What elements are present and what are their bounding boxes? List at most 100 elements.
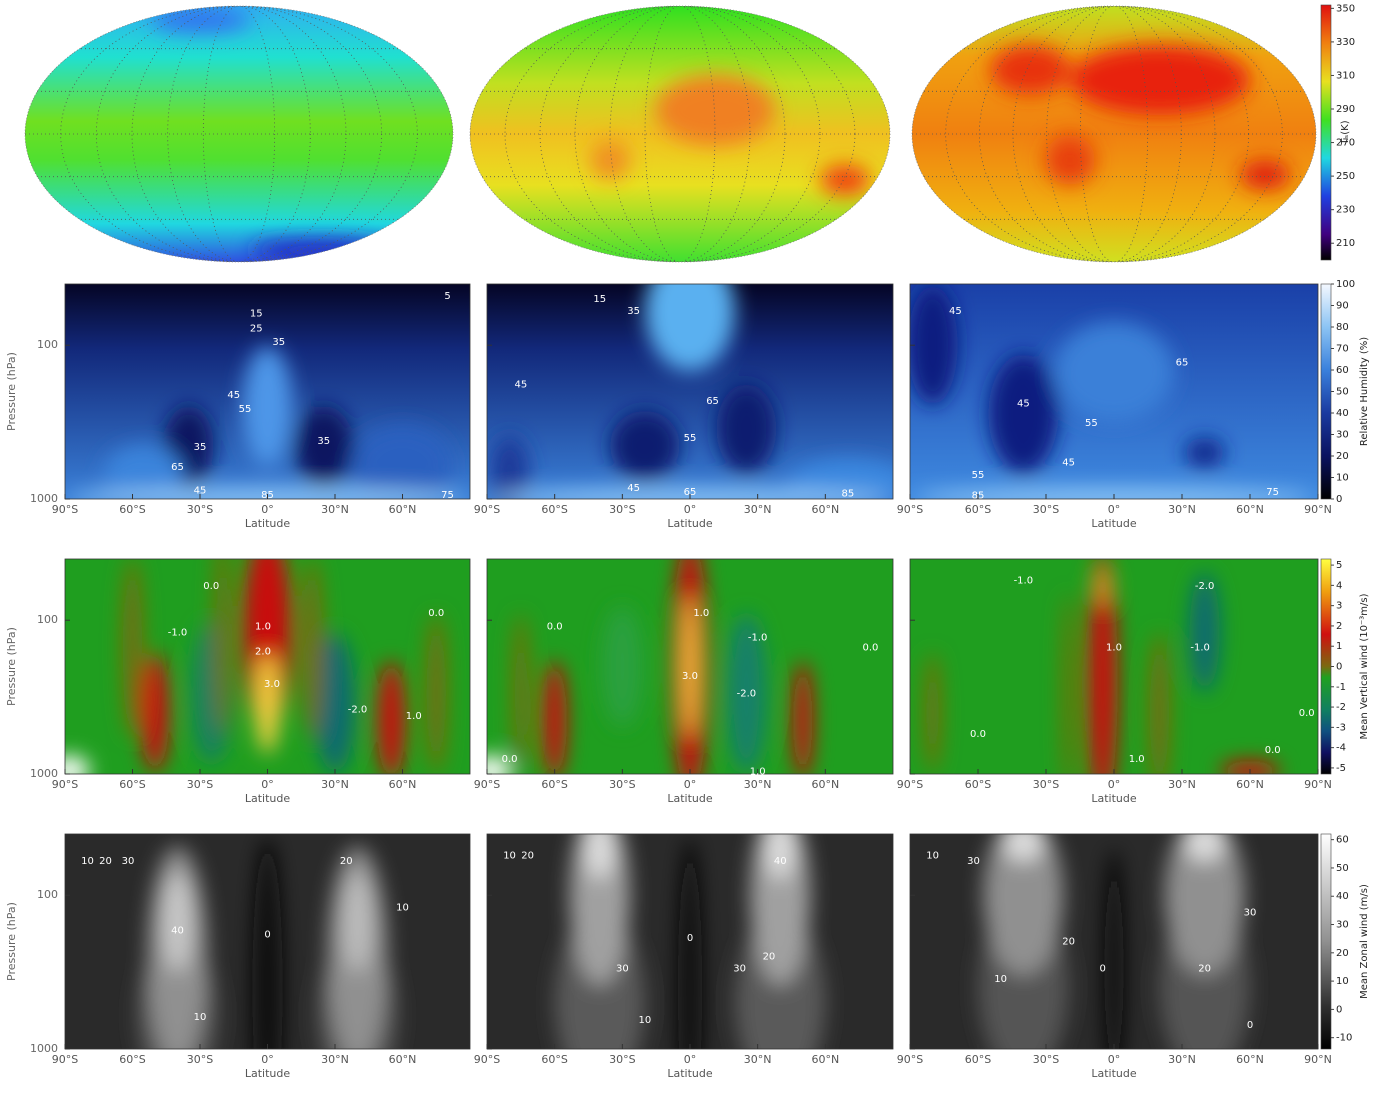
field-region (584, 834, 615, 879)
contour-label: 1.0 (406, 711, 422, 722)
x-tick-label: 60°S (541, 778, 567, 791)
contour-label: 55 (684, 433, 697, 444)
contour-label: 1.0 (1129, 754, 1145, 765)
contour-label: -2.0 (737, 689, 757, 700)
x-tick-label: 90°S (52, 1053, 78, 1066)
colorbar-label: Mean Vertical wind (10⁻³m/s) (1359, 593, 1370, 739)
x-tick-label: 60°S (541, 1053, 567, 1066)
field-region (487, 755, 512, 774)
map-outline (24, 5, 454, 263)
x-tick-label: 30°S (1033, 1053, 1059, 1066)
colorbar-tick-label: 350 (1336, 3, 1355, 14)
contour-label: 65 (1176, 358, 1189, 369)
colorbar-tick-label: 3 (1336, 601, 1342, 612)
x-tick-label: 60°N (389, 778, 417, 791)
x-tick-label: 60°N (811, 503, 839, 516)
colorbar-tick-label: 50 (1336, 387, 1349, 398)
field-region (542, 660, 567, 774)
x-tick-label: 0° (1108, 1053, 1121, 1066)
contour-label: 10 (503, 850, 516, 861)
field-region (162, 872, 193, 973)
contour-label: 15 (593, 294, 606, 305)
contour-label: 35 (627, 306, 640, 317)
field-region (1003, 834, 1044, 862)
field-blobs (137, 837, 398, 1049)
x-tick-label: 30°S (609, 1053, 635, 1066)
field-region (678, 837, 702, 1049)
field-region (489, 435, 530, 499)
contour-label: 10 (994, 974, 1007, 985)
colorbar-tick-label: 20 (1336, 451, 1349, 462)
colorbar-tick-label: 80 (1336, 322, 1349, 333)
x-tick-label: 30°S (609, 503, 635, 516)
y-tick-label: 1000 (30, 1042, 58, 1055)
x-axis-label: Latitude (245, 792, 291, 805)
field-region (1087, 559, 1118, 774)
field-region (1184, 834, 1225, 862)
x-axis-label: Latitude (245, 517, 291, 530)
field-region (65, 755, 90, 774)
contour-label: 0.0 (502, 754, 518, 765)
field-blobs (489, 284, 893, 499)
y-axis-label: Pressure (hPa) (5, 902, 18, 981)
x-tick-label: 30°N (744, 1053, 772, 1066)
field-region (352, 424, 453, 499)
field-blobs (924, 559, 1280, 774)
x-tick-label: 0° (261, 778, 274, 791)
contour-label: 0.0 (862, 642, 878, 653)
x-tick-label: 90°N (1304, 503, 1332, 516)
field-region (255, 653, 280, 754)
x-tick-label: 30°N (744, 503, 772, 516)
contour-label: 75 (441, 490, 454, 501)
field-region (242, 559, 293, 733)
field-region (512, 613, 529, 774)
contour-panel (487, 559, 893, 774)
map-panel (470, 6, 890, 262)
colorbar-tick-label: 4 (1336, 580, 1342, 591)
colorbar-tick-label: 40 (1336, 891, 1349, 902)
x-tick-label: 30°N (744, 778, 772, 791)
x-axis-label: Latitude (245, 1067, 291, 1080)
map-anomaly (1240, 160, 1290, 190)
meridian (504, 6, 856, 262)
contour-label: 0 (264, 929, 270, 940)
field-region (787, 459, 893, 499)
contour-label: 40 (171, 926, 184, 937)
field-region (750, 834, 811, 986)
field-region (910, 285, 958, 406)
meridian (1012, 6, 1216, 262)
map-anomaly (655, 75, 775, 145)
contour-panel (910, 559, 1318, 774)
meridian (574, 6, 786, 262)
x-tick-label: 60°S (119, 778, 145, 791)
meridian (539, 6, 821, 262)
x-tick-label: 60°N (389, 503, 417, 516)
meridian (131, 6, 347, 262)
map-anomaly (150, 8, 250, 32)
y-tick-label: 1000 (30, 492, 58, 505)
colorbar-label: Mean Zonal wind (m/s) (1359, 884, 1370, 999)
contour-label: 0.0 (1265, 745, 1281, 756)
contour-label: 1.0 (693, 608, 709, 619)
contour-label: 45 (949, 306, 962, 317)
field-region (103, 445, 184, 499)
x-tick-label: 30°S (1033, 503, 1059, 516)
field-region (609, 410, 680, 481)
x-axis-label: Latitude (667, 792, 713, 805)
x-tick-label: 90°S (897, 778, 923, 791)
meridian (609, 6, 751, 262)
x-tick-label: 0° (261, 503, 274, 516)
colorbar-tick-label: 60 (1336, 365, 1349, 376)
field-region (315, 633, 355, 774)
x-tick-label: 90°S (474, 503, 500, 516)
field-region (988, 353, 1059, 474)
contour-label: 10 (926, 850, 939, 861)
colorbar-tick-label: 270 (1336, 138, 1355, 149)
contour-label: 35 (194, 442, 207, 453)
contour-label: 35 (317, 436, 330, 447)
contour-label: 10 (396, 902, 409, 913)
x-tick-label: 30°S (609, 778, 635, 791)
x-tick-label: 30°N (1168, 503, 1196, 516)
map-anomaly (1070, 45, 1250, 115)
field-region (302, 559, 323, 738)
